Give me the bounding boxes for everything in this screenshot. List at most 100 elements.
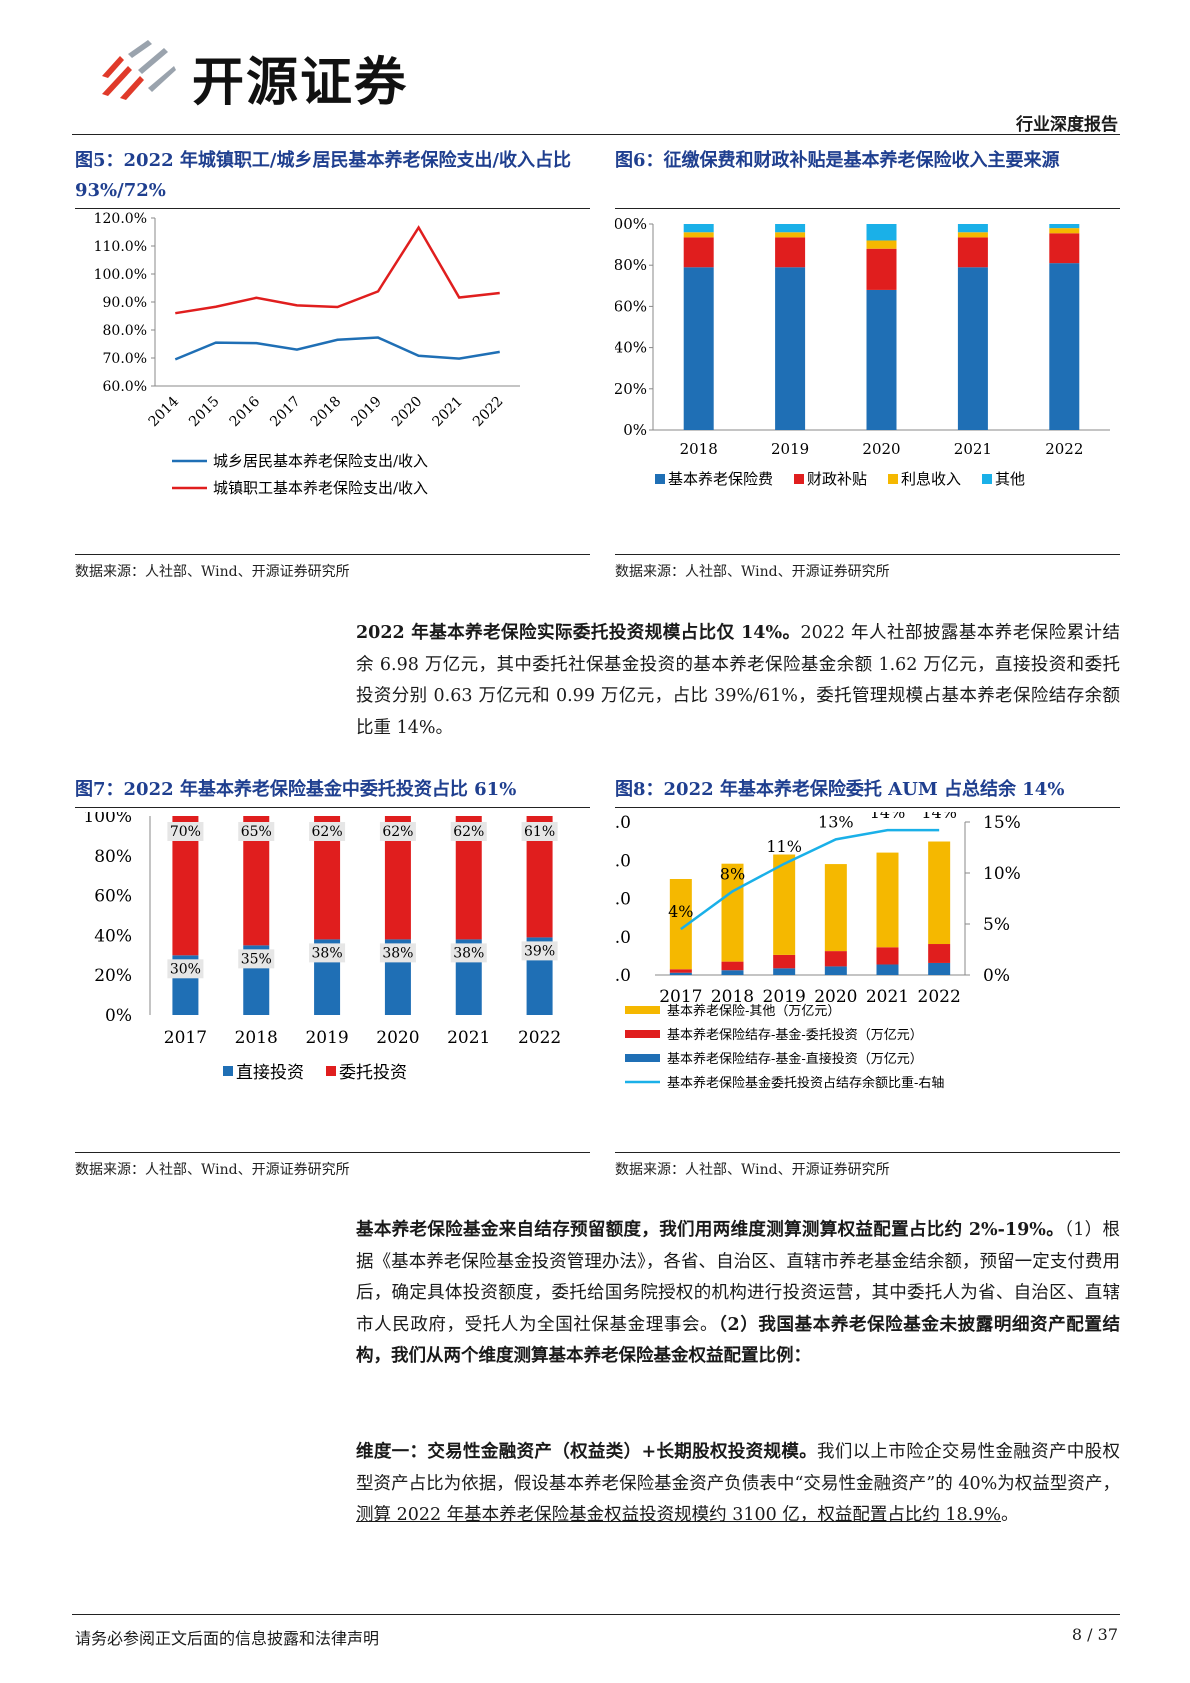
fig7-data-label: 62%	[312, 824, 343, 840]
fig6-bar-segment	[775, 224, 806, 233]
fig6-x-tick-label: 2022	[1045, 440, 1083, 458]
fig5-y-tick-label: 90.0%	[103, 295, 147, 311]
fig6-bar-segment	[683, 237, 714, 268]
paragraph-1: 2022 年基本养老保险实际委托投资规模占比仅 14%。2022 年人社部披露基…	[356, 618, 1120, 744]
footer-rule	[72, 1614, 1120, 1615]
fig5-x-tick-label: 2016	[227, 393, 264, 430]
fig7-y-tick-label: 60%	[94, 887, 132, 907]
fig6-bar-segment	[1049, 233, 1080, 264]
fig6-source-rule	[615, 554, 1120, 555]
fig5-x-tick-label: 2015	[186, 394, 223, 431]
fig8-bar-segment	[876, 947, 899, 965]
fig7-x-tick-label: 2019	[305, 1028, 348, 1048]
fig6-title: 图6：征缴保费和财政补贴是基本养老保险收入主要来源	[615, 150, 1060, 171]
fig5-legend-label: 城镇职工基本养老保险支出/收入	[213, 479, 428, 497]
fig7-data-label: 65%	[241, 824, 272, 840]
paragraph-2-tail: 我们从两个维度测算基本养老保险基金权益配置比例：	[391, 1346, 811, 1366]
fig6-legend-label: 财政补贴	[807, 470, 867, 488]
fig6-bar-segment	[775, 267, 806, 430]
fig7-data-label: 62%	[382, 824, 413, 840]
report-type: 行业深度报告	[1016, 115, 1118, 135]
fig7-y-tick-label: 0%	[105, 1006, 132, 1026]
fig5-title-rule	[75, 208, 590, 209]
fig6-y-tick-label: 20%	[615, 380, 647, 398]
fig5-chart: 60.0% 70.0% 80.0% 90.0% 100.0% 110.0% 120.0% 20…	[94, 212, 520, 497]
paragraph-1-lead: 2022 年基本养老保险实际委托投资规模占比仅 14%。	[356, 623, 801, 643]
fig8-y-tick-label: 6.0	[615, 851, 631, 871]
fig8-x-tick-label: 2017	[659, 987, 702, 1007]
fig8-y2-tick-label: 0%	[983, 966, 1010, 986]
fig6-y-tick-label: 40%	[615, 339, 647, 357]
fig8-source-rule	[615, 1152, 1120, 1153]
fig8-bar-segment	[928, 962, 951, 975]
fig6-bar-segment	[866, 224, 897, 241]
fig8-x-tick-label: 2021	[866, 987, 909, 1007]
fig6-bar-segment	[866, 248, 897, 290]
fig5-y-tick-label: 110.0%	[94, 239, 147, 255]
fig8-legend-label: 基本养老保险结存-基金-直接投资（万亿元）	[667, 1051, 923, 1067]
fig5-series-line	[174, 336, 500, 361]
fig6-legend-label: 基本养老保险费	[668, 470, 773, 488]
fig6-legend-swatch	[794, 474, 804, 484]
fig7-y-tick-label: 80%	[94, 847, 132, 867]
fig8-bar-segment	[721, 961, 744, 971]
fig6-x-tick-label: 2018	[680, 440, 718, 458]
fig8-legend-swatch	[625, 1030, 660, 1038]
fig7-y-tick-label: 40%	[94, 926, 132, 946]
fig6-bar-segment	[683, 224, 714, 233]
fig7-title: 图7：2022 年基本养老保险基金中委托投资占比 61%	[75, 779, 517, 800]
paragraph-3-lead: 维度一：交易性金融资产（权益类）+长期股权投资规模。	[356, 1442, 818, 1462]
fig6-legend-swatch	[888, 474, 898, 484]
fig6-bar-segment	[957, 237, 988, 268]
fig5-source: 数据来源：人社部、Wind、开源证券研究所	[75, 564, 350, 580]
fig7-data-label: 62%	[453, 824, 484, 840]
fig8-bar-segment	[669, 878, 692, 970]
fig7-data-label-bg	[521, 822, 558, 841]
fig8-bar-segment	[876, 964, 899, 975]
paragraph-1-text: 2022 年人社部披露基本养老保险累计结余 6.98 万亿元，其中委托社保基金投…	[356, 623, 1120, 738]
fig5-y-tick-label: 70.0%	[103, 351, 147, 367]
paragraph-3-text: 我们以上市险企交易性金融资产中股权型资产占比为依据，假设基本养老保险基金资产负债…	[356, 1442, 1120, 1494]
fig7-x-tick-label: 2021	[447, 1028, 490, 1048]
fig8-line-label: 4%	[668, 902, 693, 921]
fig7-data-label-bg	[238, 949, 275, 969]
fig7-source: 数据来源：人社部、Wind、开源证券研究所	[75, 1162, 350, 1178]
fig5-x-tick-label: 2018	[308, 394, 345, 431]
fig8-legend-label: 基本养老保险基金委托投资占结存余额比重-右轴	[667, 1075, 944, 1091]
paragraph-2-text2: （2）我国基本养老保险基金未披露明细资产配置结构，	[356, 1314, 1120, 1367]
fig8-bar-segment	[721, 970, 744, 975]
fig8-x-tick-label: 2022	[918, 987, 961, 1007]
paragraph-2-lead: 基本养老保险基金来自结存预留额度，我们用两维度测算测算权益配置占比约 2%-19…	[356, 1220, 1065, 1240]
fig7-data-label-bg	[450, 943, 487, 963]
fig8-bar-segment	[669, 969, 692, 973]
fig7-legend-label: 委托投资	[339, 1063, 407, 1083]
page-number: 8 / 37	[1071, 1625, 1118, 1644]
fig7-source-rule	[75, 1152, 590, 1153]
fig6-bar-segment	[957, 224, 988, 233]
fig8-y2-tick-label: 10%	[983, 864, 1021, 884]
fig7-data-label-bg	[379, 822, 416, 841]
fig8-line-label: 14%	[870, 812, 906, 822]
fig8-legend-swatch	[625, 1054, 660, 1062]
header-rule	[72, 134, 1120, 135]
fig5-x-tick-label: 2014	[146, 393, 183, 430]
fig8-line-label: 13%	[818, 812, 854, 831]
fig6-legend-swatch	[982, 474, 992, 484]
fig7-data-label-bg	[238, 822, 275, 841]
fig5-title: 图5：2022 年城镇职工/城乡居民基本养老保险支出/收入占比 93%/72%	[75, 150, 572, 201]
fig6-y-tick-label: 100%	[615, 215, 647, 233]
fig5-x-tick-label: 2019	[348, 394, 385, 431]
paragraph-3: 维度一：交易性金融资产（权益类）+长期股权投资规模。我们以上市险企交易性金融资产…	[356, 1437, 1120, 1532]
fig7-data-label-bg	[167, 822, 204, 841]
fig8-y2-tick-label: 15%	[983, 813, 1021, 833]
fig6-bar-segment	[775, 232, 806, 238]
fig7-data-label: 35%	[241, 951, 272, 967]
fig5-y-tick-label: 120.0%	[94, 212, 147, 227]
paragraph-3-end: 。	[1000, 1505, 1019, 1525]
fig8-chart: 0.0 2.0 4.0 6.0 8.0 0% 5% 10% 15% 2017 2018 2019 202…	[615, 812, 1021, 1091]
fig5-source-rule	[75, 554, 590, 555]
fig6-source: 数据来源：人社部、Wind、开源证券研究所	[615, 564, 890, 580]
paragraph-2-text1: （1）根据《基本养老保险基金投资管理办法》，各省、自治区、直辖市养老基金结余额，…	[356, 1220, 1121, 1335]
brand-logo	[98, 36, 178, 106]
fig6-legend-swatch	[655, 474, 665, 484]
